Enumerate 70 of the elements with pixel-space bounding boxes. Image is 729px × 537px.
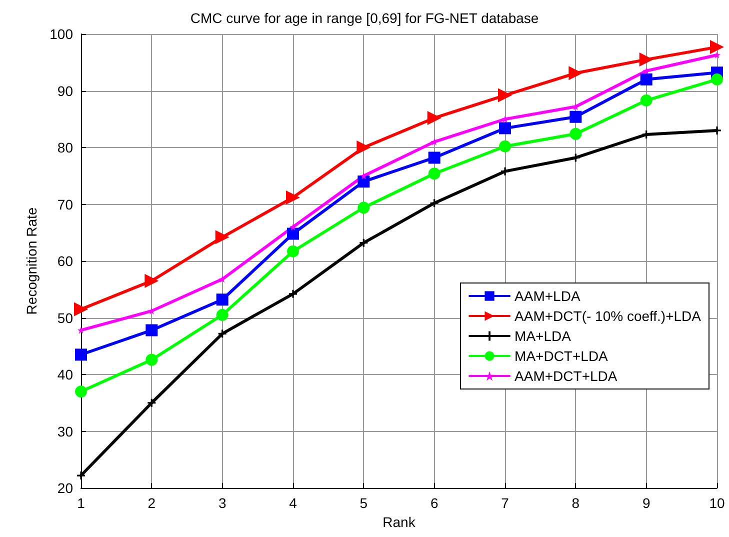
point xyxy=(572,154,580,162)
x-tick-label: 6 xyxy=(430,495,438,511)
point xyxy=(215,230,230,244)
x-tick-label: 9 xyxy=(642,495,650,511)
y-tick-label: 100 xyxy=(50,26,74,42)
point xyxy=(360,238,368,247)
y-tick-label: 60 xyxy=(57,253,74,269)
point xyxy=(570,128,582,140)
point xyxy=(77,472,85,480)
point xyxy=(568,66,583,80)
point xyxy=(75,348,87,361)
point xyxy=(144,274,159,288)
y-tick-label: 50 xyxy=(57,310,74,326)
legend-label: AAM+DCT+LDA xyxy=(514,368,618,384)
point xyxy=(74,302,88,316)
y-tick-label: 40 xyxy=(57,366,74,382)
x-tick-label: 1 xyxy=(77,495,86,511)
point xyxy=(287,245,299,258)
y-tick-label: 20 xyxy=(57,480,74,496)
point xyxy=(289,290,297,298)
x-tick-label: 4 xyxy=(289,495,298,511)
point xyxy=(428,168,440,180)
point xyxy=(287,228,299,240)
x-tick-label: 5 xyxy=(360,495,368,511)
point xyxy=(710,40,724,54)
point xyxy=(78,326,84,334)
point xyxy=(501,167,509,176)
x-tick-label: 10 xyxy=(709,495,725,511)
point xyxy=(146,324,158,336)
legend-label: AAM+LDA xyxy=(514,288,581,304)
y-tick-label: 90 xyxy=(57,82,74,99)
y-axis-title: Recognition Rate xyxy=(24,207,40,315)
point xyxy=(358,202,370,214)
x-tick-label: 8 xyxy=(572,495,580,511)
point xyxy=(290,223,296,230)
point xyxy=(430,199,438,208)
chart-title: CMC curve for age in range [0,69] for FG-NET database xyxy=(190,10,539,26)
point xyxy=(75,386,87,398)
legend-label: MA+LDA xyxy=(514,328,572,344)
legend-label: AAM+DCT(- 10% coeff.)+LDA xyxy=(514,308,702,324)
point xyxy=(640,94,652,106)
y-tick-label: 70 xyxy=(57,196,74,212)
point xyxy=(570,110,582,123)
point xyxy=(639,52,654,67)
x-axis-title: Rank xyxy=(382,514,416,530)
point xyxy=(499,122,511,134)
point xyxy=(499,140,511,152)
point xyxy=(498,88,512,102)
point xyxy=(148,398,156,407)
point xyxy=(714,52,720,58)
x-tick-label: 3 xyxy=(218,495,226,511)
point xyxy=(218,276,226,283)
point xyxy=(427,110,442,125)
y-tick-label: 30 xyxy=(57,423,74,440)
x-tick-label: 2 xyxy=(148,495,156,511)
point xyxy=(711,73,723,86)
point xyxy=(640,73,652,86)
y-tick-label: 80 xyxy=(57,140,74,156)
point xyxy=(502,116,508,123)
point xyxy=(216,294,228,306)
point xyxy=(360,172,368,180)
point xyxy=(428,152,440,164)
point xyxy=(356,140,371,154)
point xyxy=(218,330,226,338)
point xyxy=(146,354,158,366)
point xyxy=(216,308,228,321)
legend-label: MA+DCT+LDA xyxy=(514,348,609,364)
point xyxy=(286,190,300,204)
x-tick-label: 7 xyxy=(501,495,510,511)
point xyxy=(358,176,370,188)
